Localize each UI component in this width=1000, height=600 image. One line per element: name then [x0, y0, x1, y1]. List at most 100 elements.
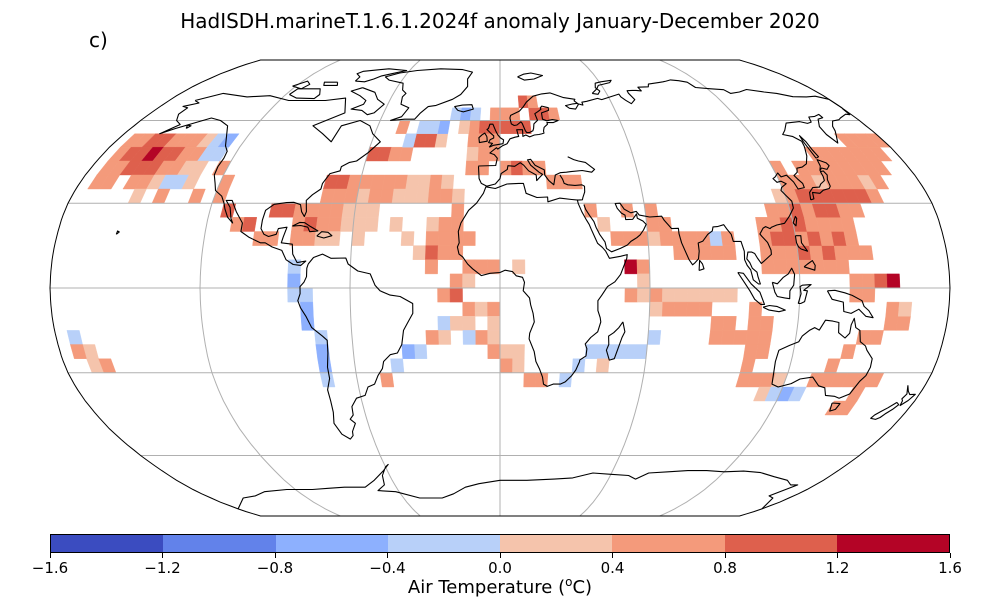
colorbar-tick-mark [274, 553, 276, 558]
anomaly-cell [545, 174, 560, 190]
anomaly-cell [425, 231, 439, 246]
coastline [591, 79, 612, 95]
anomaly-cell [487, 259, 501, 275]
coastline [816, 159, 830, 172]
anomaly-cell [427, 188, 442, 204]
anomaly-cell [609, 344, 624, 359]
anomaly-cell [833, 245, 849, 260]
anomaly-cell [768, 160, 789, 176]
anomaly-cell [314, 330, 329, 345]
anomaly-cell [897, 301, 913, 317]
anomaly-cell [697, 245, 712, 260]
map-title: HadISDH.marineT.1.6.1.2024f anomaly Janu… [180, 9, 820, 33]
anomaly-cell [699, 287, 713, 303]
anomaly-cell [769, 231, 785, 246]
colorbar-tick-mark [724, 553, 726, 558]
colorbar-segment [275, 535, 388, 552]
anomaly-cell [673, 245, 687, 260]
anomaly-cell [462, 301, 476, 317]
anomaly-cell [317, 203, 333, 218]
anomaly-cell [657, 217, 673, 232]
map-boundary [49, 59, 951, 517]
colorbar-segment [724, 535, 837, 552]
anomaly-cell [437, 287, 451, 303]
anomaly-cell [499, 120, 511, 134]
anomaly-cell [708, 330, 724, 345]
coastline [792, 215, 798, 227]
colorbar [50, 534, 950, 553]
anomaly-cell [437, 245, 451, 260]
colorbar-tick-mark [837, 553, 838, 558]
colorbar-tick-label: 0.4 [600, 559, 625, 577]
anomaly-cell [440, 174, 455, 190]
anomaly-cell [458, 120, 471, 134]
anomaly-cell [417, 174, 432, 190]
anomaly-cell [571, 358, 586, 373]
anomaly-cell [299, 287, 314, 303]
coastline [159, 92, 381, 266]
anomaly-cell [840, 344, 857, 359]
coastline [899, 385, 916, 407]
anomaly-cell [487, 316, 501, 331]
anomaly-cell [624, 259, 638, 275]
anomaly-cell [673, 301, 688, 317]
anomaly-cell [451, 203, 465, 218]
coastline [517, 72, 544, 81]
anomaly-cell [425, 330, 439, 345]
anomaly-cell [466, 147, 479, 162]
colorbar-tick-label: −1.6 [31, 559, 69, 577]
anomaly-cell [568, 174, 583, 190]
anomaly-cell [367, 188, 383, 204]
anomaly-cell [365, 203, 381, 218]
coastline [486, 123, 505, 148]
anomaly-cell [739, 358, 756, 373]
anomaly-cell [66, 330, 83, 345]
colorbar-tick-mark [499, 553, 501, 558]
coastline [605, 321, 626, 361]
anomaly-cell [462, 316, 476, 331]
anomaly-cell [462, 231, 476, 246]
anomaly-cell [662, 287, 676, 303]
anomaly-cell [558, 372, 573, 388]
anomaly-cell [487, 344, 501, 359]
coastline [798, 135, 820, 159]
anomaly-cell [395, 120, 411, 134]
anomaly-cell [379, 188, 395, 204]
anomaly-cell [327, 217, 343, 232]
coastline [870, 401, 900, 420]
anomaly-cell [724, 287, 738, 303]
anomaly-cell [449, 316, 464, 331]
coastline [354, 68, 408, 83]
anomaly-cell [340, 217, 355, 232]
anomaly-cell [722, 245, 737, 260]
anomaly-cell [314, 231, 329, 246]
anomaly-cell [649, 301, 663, 317]
anomaly-cell [633, 344, 648, 359]
anomaly-cell [241, 217, 258, 232]
coastline [477, 156, 596, 187]
anomaly-cell [636, 259, 651, 275]
coastline [803, 260, 816, 271]
colorbar-segment [500, 535, 613, 552]
coastline [350, 87, 385, 116]
anomaly-cell [710, 245, 725, 260]
anomaly-cell [451, 188, 465, 204]
anomaly-cell [438, 217, 452, 232]
coastline [454, 104, 474, 113]
colorbar-tick-mark [49, 553, 51, 558]
colorbar-tick-mark [162, 553, 163, 558]
anomaly-cell [127, 188, 147, 204]
anomaly-cell [319, 372, 336, 388]
anomaly-cell [390, 358, 405, 373]
anomaly-cell [772, 245, 787, 260]
anomaly-cell [425, 245, 439, 260]
anomaly-cell [465, 160, 478, 176]
colorbar-tick-label: 0.0 [488, 559, 512, 577]
anomaly-cell [99, 174, 121, 190]
coastline [456, 174, 628, 387]
anomaly-cell [400, 231, 415, 246]
anomaly-cell [449, 287, 463, 303]
graticule [50, 59, 950, 517]
anomaly-cell [412, 245, 427, 260]
